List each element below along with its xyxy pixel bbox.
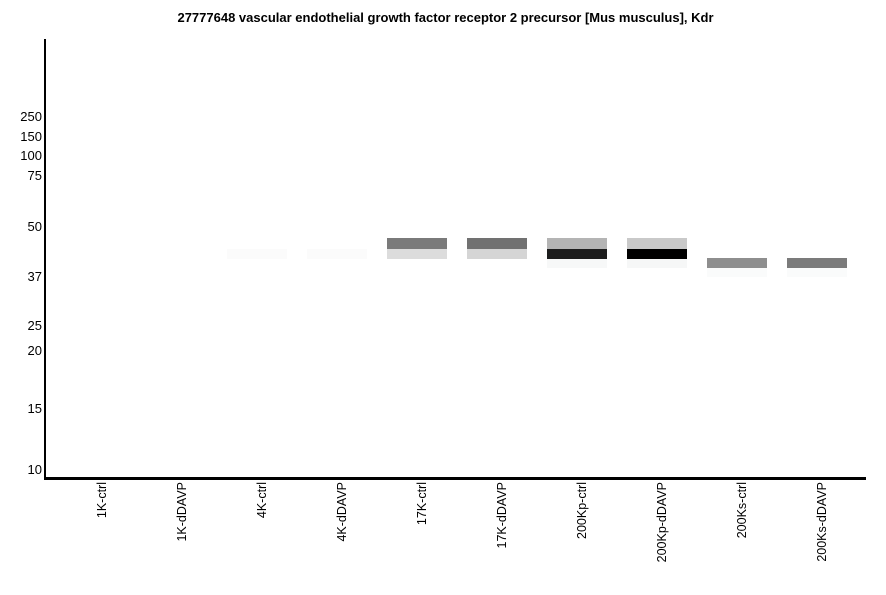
blot-band-200Kp-dDAVP-45kda xyxy=(627,238,687,249)
blot-band-200Kp-dDAVP-42kda xyxy=(627,249,687,259)
lane-label-1K-dDAVP: 1K-dDAVP xyxy=(175,482,189,542)
lane-label-200Kp-dDAVP: 200Kp-dDAVP xyxy=(655,482,669,563)
y-tick-label-150: 150 xyxy=(20,129,42,144)
lane-label-1K-ctrl: 1K-ctrl xyxy=(95,482,109,519)
lane-label-4K-ctrl: 4K-ctrl xyxy=(255,482,269,519)
y-tick-label-10: 10 xyxy=(27,462,42,477)
figure-title: 27777648 vascular endothelial growth fac… xyxy=(177,10,714,25)
lane-label-200Ks-ctrl: 200Ks-ctrl xyxy=(735,482,749,539)
x-axis-line xyxy=(44,477,866,480)
lane-label-200Ks-dDAVP: 200Ks-dDAVP xyxy=(815,482,829,562)
blot-band-4K-ctrl-42kda xyxy=(227,249,287,259)
blot-band-200Kp-ctrl-45kda xyxy=(547,238,607,249)
y-axis-line xyxy=(44,39,46,480)
lane-label-4K-dDAVP: 4K-dDAVP xyxy=(335,482,349,542)
blot-band-17K-ctrl-45kda xyxy=(387,238,447,249)
blot-band-17K-dDAVP-42kda xyxy=(467,249,527,259)
y-tick-label-25: 25 xyxy=(27,318,42,333)
blot-band-200Kp-ctrl-40kda xyxy=(547,259,607,268)
blot-band-200Ks-dDAVP-38kda xyxy=(787,268,847,277)
lane-label-200Kp-ctrl: 200Kp-ctrl xyxy=(575,482,589,539)
blot-band-200Ks-ctrl-38kda xyxy=(707,268,767,277)
blot-band-17K-ctrl-42kda xyxy=(387,249,447,259)
y-tick-label-15: 15 xyxy=(27,401,42,416)
blot-band-200Kp-dDAVP-40kda xyxy=(627,259,687,268)
blot-band-200Ks-ctrl-40kda xyxy=(707,258,767,268)
blot-band-17K-dDAVP-45kda xyxy=(467,238,527,249)
y-tick-label-20: 20 xyxy=(27,343,42,358)
y-tick-label-75: 75 xyxy=(27,168,42,183)
y-tick-label-250: 250 xyxy=(20,109,42,124)
blot-band-4K-dDAVP-42kda xyxy=(307,249,367,259)
y-tick-label-100: 100 xyxy=(20,148,42,163)
lane-label-17K-dDAVP: 17K-dDAVP xyxy=(495,482,509,549)
y-tick-label-37: 37 xyxy=(27,269,42,284)
lane-label-17K-ctrl: 17K-ctrl xyxy=(415,482,429,526)
blot-band-200Kp-ctrl-42kda xyxy=(547,249,607,259)
blot-band-200Ks-dDAVP-40kda xyxy=(787,258,847,268)
y-tick-label-50: 50 xyxy=(27,219,42,234)
